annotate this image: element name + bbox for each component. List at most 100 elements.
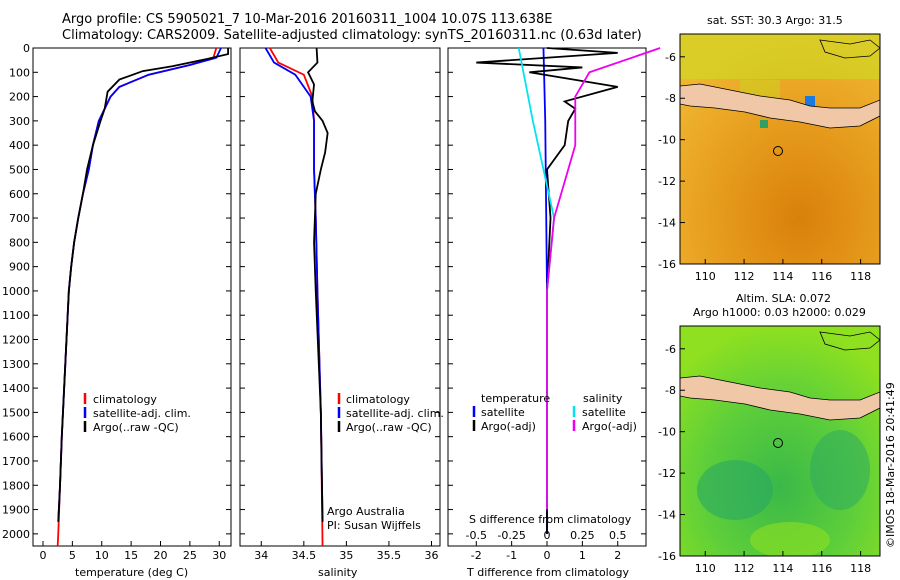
legend-argo: Argo(..raw -QC) — [93, 421, 179, 434]
temperature-xlabel: temperature (deg C) — [75, 566, 188, 579]
map-ytick-label: -6 — [665, 51, 676, 64]
ytick-label: 1400 — [2, 382, 30, 395]
xtick-label: 1 — [579, 549, 586, 562]
ytick-label: 1200 — [2, 334, 30, 347]
ytick-label: 0 — [23, 42, 30, 55]
top-tick-label: -0.25 — [497, 529, 525, 542]
ytick-label: 600 — [9, 188, 30, 201]
temperature-legend: climatology satellite-adj. clim. Argo(..… — [83, 393, 191, 434]
xtick-label: 15 — [124, 549, 138, 562]
map-xtick-label: 116 — [811, 562, 832, 575]
sst-pixel-green — [760, 120, 768, 128]
legend-d-targo: Argo(-adj) — [481, 420, 536, 433]
difference-xlabel: T difference from climatology — [466, 566, 629, 579]
ytick-label: 300 — [9, 115, 30, 128]
ytick-label: 200 — [9, 91, 30, 104]
temperature-axes — [32, 47, 232, 547]
legend-d-sargo: Argo(-adj) — [582, 420, 637, 433]
temperature-series-2 — [57, 48, 229, 522]
top-tick-label: 0.5 — [609, 529, 627, 542]
xtick-label: 5 — [69, 549, 76, 562]
map-xtick-label: 110 — [695, 562, 716, 575]
header-line2: Climatology: CARS2009. Satellite-adjuste… — [62, 28, 642, 43]
header-line1: Argo profile: CS 5905021_7 10-Mar-2016 2… — [62, 12, 553, 27]
map-xtick-label: 118 — [850, 270, 871, 283]
sst-land-borneo — [819, 39, 880, 59]
map-ytick-label: -14 — [658, 509, 676, 522]
ytick-label: 800 — [9, 236, 30, 249]
temperature-panel: 0100200300400500600700800900100011001200… — [2, 42, 232, 579]
sla-low-east — [810, 430, 870, 510]
map-xtick-label: 110 — [695, 270, 716, 283]
sla-map-title1: Altim. SLA: 0.072 — [736, 292, 831, 305]
ytick-label: 1500 — [2, 406, 30, 419]
map-xtick-label: 114 — [772, 562, 793, 575]
ytick-label: 1900 — [2, 504, 30, 517]
ytick-label: 1300 — [2, 358, 30, 371]
credit: ©IMOS 18-Mar-2016 20:41:49 — [884, 382, 897, 548]
map-ytick-label: -10 — [658, 134, 676, 147]
xtick-label: 34 — [254, 549, 268, 562]
ytick-label: 700 — [9, 212, 30, 225]
map-ytick-label: -8 — [665, 384, 676, 397]
xtick-label: 10 — [95, 549, 109, 562]
xtick-label: 34.5 — [292, 549, 317, 562]
annotation-argo-australia: Argo Australia — [327, 505, 405, 518]
ytick-label: 2000 — [2, 528, 30, 541]
sst-map-title: sat. SST: 30.3 Argo: 31.5 — [707, 14, 843, 27]
map-xtick-label: 114 — [772, 270, 793, 283]
temperature-series-0 — [56, 47, 218, 547]
sla-land-java — [680, 375, 880, 421]
sst-land-java — [680, 83, 880, 129]
temperature-series-1 — [57, 47, 222, 522]
sst-warm-north — [680, 34, 880, 79]
difference-panel: -2 -1 0 1 2 -0.5 -0.25 0 0.25 0.5 T difference fr… — [447, 47, 661, 579]
map-xtick-label: 112 — [734, 270, 755, 283]
difference-series-1 — [476, 47, 618, 534]
top-tick-label: -0.5 — [466, 529, 487, 542]
legend-clim: climatology — [93, 393, 157, 406]
legend-s-argo: Argo(..raw -QC) — [346, 421, 432, 434]
annotation-pi: PI: Susan Wijffels — [327, 519, 421, 532]
map-ytick-label: -10 — [658, 426, 676, 439]
salinity-xlabel: salinity — [318, 566, 358, 579]
top-tick-label: 0 — [544, 529, 551, 542]
sst-map-frame — [679, 33, 881, 265]
map-ytick-label: -12 — [658, 467, 676, 480]
legend-s-sat: satellite-adj. clim. — [346, 407, 444, 420]
sst-argo-position — [773, 146, 783, 156]
ytick-label: 900 — [9, 261, 30, 274]
salinity-axes — [239, 47, 441, 547]
ytick-label: 1000 — [2, 285, 30, 298]
ytick-label: 1100 — [2, 309, 30, 322]
xtick-label: 30 — [212, 549, 226, 562]
map-xtick-label: 116 — [811, 270, 832, 283]
difference-series-3 — [546, 47, 661, 510]
sla-map-frame — [679, 325, 881, 557]
xtick-label: 25 — [183, 549, 197, 562]
xtick-label: 0 — [39, 549, 46, 562]
salinity-panel: 34 34.5 35 35.5 36 salinity climatology sate… — [239, 47, 444, 579]
xtick-label: 36 — [424, 549, 438, 562]
map-ytick-label: -8 — [665, 92, 676, 105]
xtick-label: 35 — [339, 549, 353, 562]
ytick-label: 400 — [9, 139, 30, 152]
ytick-label: 500 — [9, 163, 30, 176]
difference-top-label: S difference from climatology — [469, 513, 632, 526]
xtick-label: 20 — [153, 549, 167, 562]
legend-sat: satellite-adj. clim. — [93, 407, 191, 420]
ytick-label: 1700 — [2, 455, 30, 468]
sla-map: Altim. SLA: 0.072 Argo h1000: 0.03 h2000… — [658, 292, 881, 575]
legend-d-tsat: satellite — [481, 406, 525, 419]
sla-land-borneo — [819, 331, 880, 351]
map-ytick-label: -12 — [658, 175, 676, 188]
ytick-label: 100 — [9, 66, 30, 79]
map-ytick-label: -16 — [658, 258, 676, 271]
top-tick-label: 0.25 — [570, 529, 595, 542]
map-xtick-label: 112 — [734, 562, 755, 575]
xtick-label: -2 — [471, 549, 482, 562]
xtick-label: 2 — [614, 549, 621, 562]
sla-map-title2: Argo h1000: 0.03 h2000: 0.029 — [693, 306, 866, 319]
map-ytick-label: -6 — [665, 343, 676, 356]
